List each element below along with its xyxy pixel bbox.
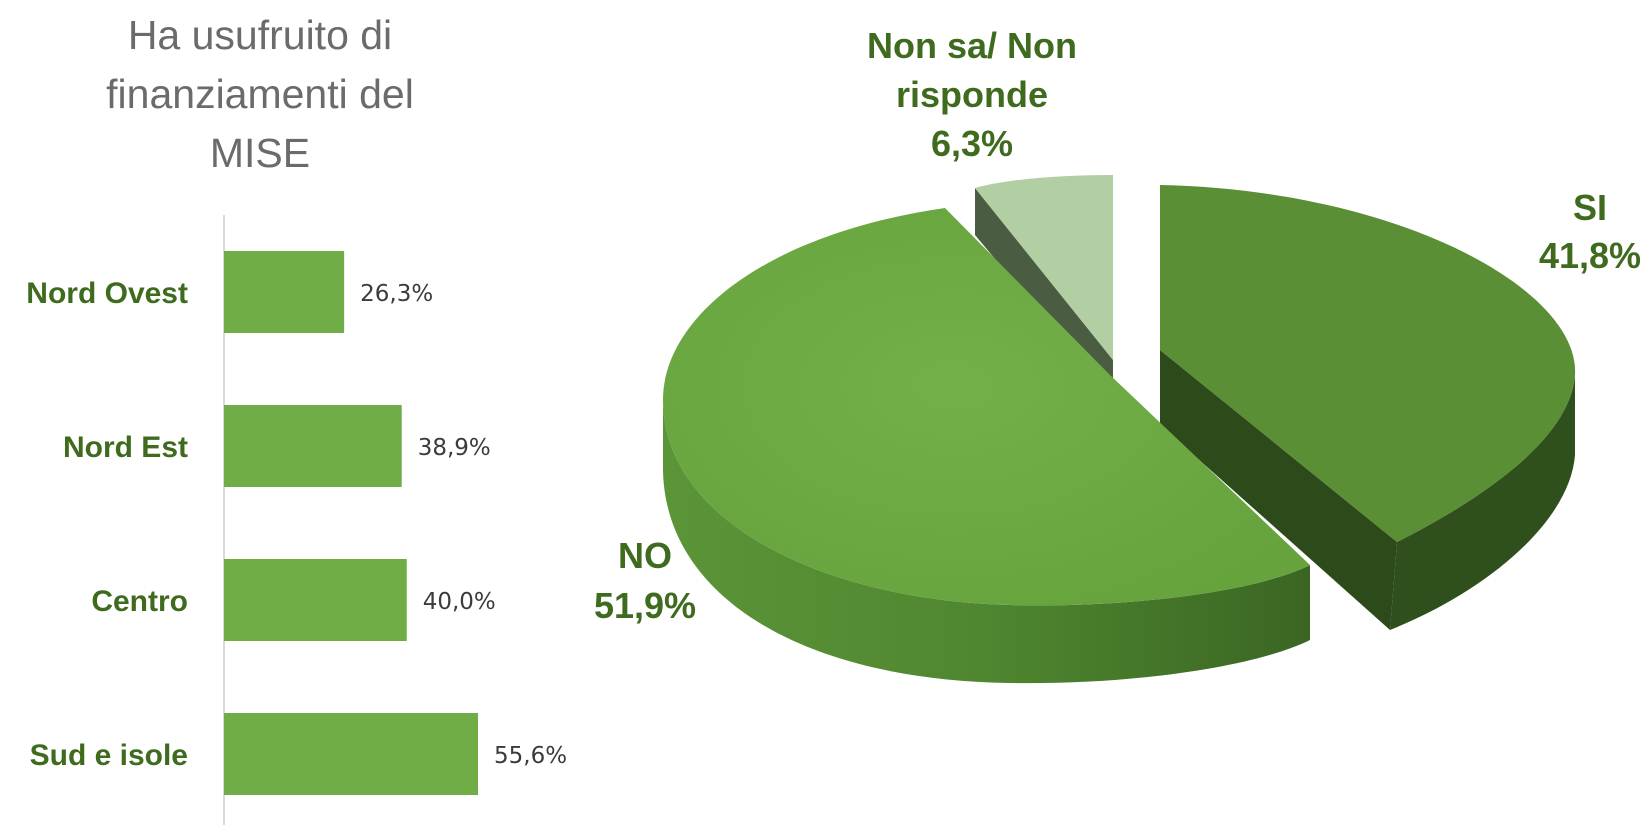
pie-label-non-sa-name-1: Non sa/ Non — [867, 25, 1077, 66]
pie-slice-si-side — [1390, 375, 1575, 630]
bar-chart: Nord Ovest 26,3% Nord Est 38,9% Centro 40,0% S… — [26, 215, 567, 825]
pie-label-non-sa-value: 6,3% — [931, 123, 1013, 164]
pie-slice-non-sa-top — [975, 175, 1113, 360]
pie-label-no-value: 51,9% — [594, 585, 696, 626]
pie-slice-si-top — [1160, 185, 1576, 542]
pie-slice-si — [1160, 185, 1576, 630]
pie-label-si-name: SI — [1573, 187, 1607, 228]
pie-label-si-value: 41,8% — [1539, 235, 1641, 276]
bar-centro — [224, 559, 407, 641]
bar-category-label-nord-est: Nord Est — [63, 431, 188, 464]
bar-value-label-centro: 40,0% — [423, 589, 496, 615]
pie-label-no-name: NO — [618, 535, 672, 576]
bar-chart-title-line-1: Ha usufruito di — [127, 12, 393, 58]
bar-category-label-centro: Centro — [91, 585, 188, 618]
bar-chart-bars: Nord Ovest 26,3% Nord Est 38,9% Centro 40,0% S… — [26, 251, 567, 795]
bar-nord-ovest — [224, 251, 345, 333]
bar-value-label-nord-ovest: 26,3% — [360, 281, 433, 307]
bar-value-label-nord-est: 38,9% — [418, 435, 491, 461]
pie-slice-no-top — [663, 208, 1310, 606]
bar-sud-e-isole — [224, 713, 478, 795]
bar-chart-title-line-2: finanziamenti del — [106, 71, 414, 117]
bar-category-label-sud-e-isole: Sud e isole — [30, 739, 188, 772]
pie-slice-no — [663, 208, 1310, 684]
bar-chart-title: Ha usufruito di finanziamenti del MISE — [40, 6, 480, 183]
bar-chart-title-line-3: MISE — [209, 130, 311, 176]
bar-nord-est — [224, 405, 402, 487]
pie-label-non-sa-name-2: risponde — [896, 74, 1048, 115]
bar-category-label-nord-ovest: Nord Ovest — [26, 277, 188, 310]
pie-slice-si-inner-side — [1160, 350, 1397, 630]
bar-value-label-sud-e-isole: 55,6% — [494, 743, 567, 769]
pie-slice-no-side — [663, 400, 1310, 684]
